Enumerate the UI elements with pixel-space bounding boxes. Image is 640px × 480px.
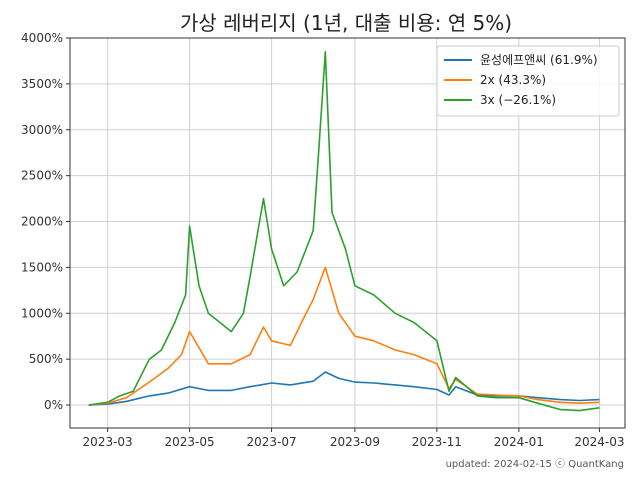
x-tick-label: 2024-03 [574,435,624,449]
x-axis-ticks: 2023-03 2023-05 2023-07 2023-09 2023-11 2024-… [83,428,625,449]
footer-note: updated: 2024-02-15 ⓒ QuantKang [446,458,624,470]
series-line-2 [88,266,600,406]
x-tick-label: 2024-01 [494,435,544,449]
x-tick-label: 2023-07 [247,435,297,449]
legend: 윤성에프앤씨 (61.9%) 2x (43.3%) 3x (−26.1%) [436,45,620,117]
legend-box [436,45,620,117]
legend-label: 윤성에프앤씨 (61.9%) [480,53,598,67]
y-tick-label: 2000% [21,215,63,229]
y-axis-ticks: 0% 500% 1000% 1500% 2000% 2500% 3000% 3500% 4000… [21,31,70,412]
y-tick-label: 3000% [21,123,63,137]
series-line-3 [88,51,600,412]
y-tick-label: 0% [44,398,63,412]
y-tick-label: 1500% [21,260,63,274]
y-tick-label: 1000% [21,306,63,320]
x-tick-label: 2023-05 [165,435,215,449]
legend-label: 3x (−26.1%) [480,93,556,107]
x-tick-label: 2023-03 [83,435,133,449]
y-tick-label: 3500% [21,77,63,91]
y-tick-label: 4000% [21,31,63,45]
plot-frame [69,37,626,429]
chart-title: 가상 레버리지 (1년, 대출 비용: 연 5%) [180,11,512,35]
x-tick-label: 2023-09 [330,435,380,449]
y-tick-label: 2500% [21,169,63,183]
series-line-1 [88,371,600,406]
y-tick-label: 500% [29,352,63,366]
series-lines [88,51,600,412]
legend-label: 2x (43.3%) [480,73,546,87]
x-tick-label: 2023-11 [412,435,462,449]
